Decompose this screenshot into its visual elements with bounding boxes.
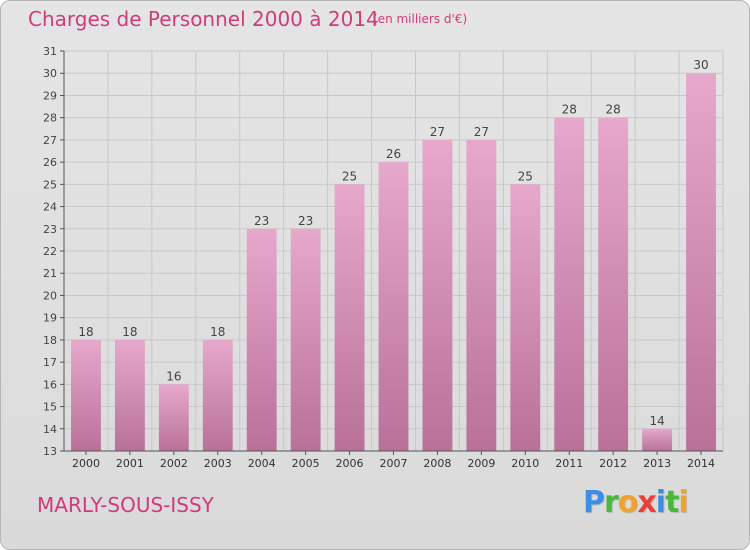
bar-2008 [422, 139, 453, 451]
bar-value-label: 23 [254, 214, 269, 228]
x-tick-label: 2011 [555, 457, 583, 470]
x-tick-label: 2013 [643, 457, 671, 470]
y-tick-label: 22 [43, 245, 57, 258]
y-tick-label: 20 [43, 289, 57, 302]
bar-2003 [202, 339, 233, 451]
x-tick-label: 2001 [116, 457, 144, 470]
bar-value-label: 25 [342, 169, 357, 183]
y-tick-label: 18 [43, 334, 57, 347]
x-tick-label: 2007 [380, 457, 408, 470]
x-tick-label: 2003 [204, 457, 232, 470]
logo-letter: x [637, 485, 656, 520]
bar-2010 [510, 184, 541, 452]
bar-2013 [642, 428, 673, 451]
bar-value-label: 26 [386, 147, 401, 161]
y-tick-label: 30 [43, 67, 57, 80]
y-tick-label: 24 [43, 201, 57, 214]
x-tick-label: 2012 [599, 457, 627, 470]
x-tick-label: 2006 [336, 457, 364, 470]
x-tick-label: 2008 [423, 457, 451, 470]
x-tick-label: 2005 [292, 457, 320, 470]
y-tick-label: 25 [43, 178, 57, 191]
y-tick-label: 27 [43, 134, 57, 147]
bar-value-label: 30 [693, 58, 708, 72]
bar-value-label: 23 [298, 214, 313, 228]
y-tick-label: 26 [43, 156, 57, 169]
bar-2005 [290, 228, 321, 451]
logo-letter: i [678, 485, 688, 520]
bar-2012 [598, 117, 629, 452]
bar-2001 [114, 339, 145, 451]
y-tick-label: 23 [43, 223, 57, 236]
bar-value-label: 18 [78, 325, 93, 339]
y-tick-label: 29 [43, 89, 57, 102]
bar-value-label: 28 [562, 103, 577, 117]
logo-letter: r [604, 485, 619, 520]
bar-2002 [158, 384, 189, 451]
bar-value-label: 27 [430, 125, 445, 139]
x-tick-label: 2009 [467, 457, 495, 470]
logo-letter: i [655, 485, 666, 520]
chart-subtitle: (en milliers d'€) [373, 12, 468, 26]
bar-2009 [466, 139, 497, 451]
bar-value-label: 25 [518, 169, 533, 183]
bar-value-label: 16 [166, 369, 181, 383]
bar-value-label: 18 [122, 325, 137, 339]
commune-name: MARLY-SOUS-ISSY [37, 493, 214, 517]
bar-value-label: 14 [649, 414, 664, 428]
bar-value-label: 28 [606, 103, 621, 117]
bar-2004 [246, 228, 277, 451]
y-tick-label: 21 [43, 267, 57, 280]
logo-letter: P [583, 485, 605, 520]
x-tick-label: 2002 [160, 457, 188, 470]
y-tick-label: 31 [43, 45, 57, 58]
proxiti-logo: Proxiti [583, 485, 689, 520]
bar-value-label: 27 [474, 125, 489, 139]
y-tick-label: 15 [43, 401, 57, 414]
y-tick-label: 19 [43, 312, 57, 325]
x-tick-label: 2014 [687, 457, 715, 470]
bar-2006 [334, 184, 365, 452]
logo-letter: t [665, 485, 679, 520]
bar-value-label: 18 [210, 325, 225, 339]
chart-title: Charges de Personnel 2000 à 2014 [28, 7, 379, 31]
bar-2011 [554, 117, 585, 452]
y-tick-label: 28 [43, 112, 57, 125]
logo-letter: o [617, 485, 639, 520]
y-tick-label: 13 [43, 445, 57, 458]
x-tick-label: 2004 [248, 457, 276, 470]
x-tick-label: 2010 [511, 457, 539, 470]
bar-2014 [686, 73, 716, 451]
x-tick-label: 2000 [72, 457, 100, 470]
bar-2000 [71, 339, 101, 451]
y-tick-label: 14 [43, 423, 57, 436]
y-tick-label: 17 [43, 356, 57, 369]
y-tick-label: 16 [43, 378, 57, 391]
bar-2007 [378, 162, 409, 451]
